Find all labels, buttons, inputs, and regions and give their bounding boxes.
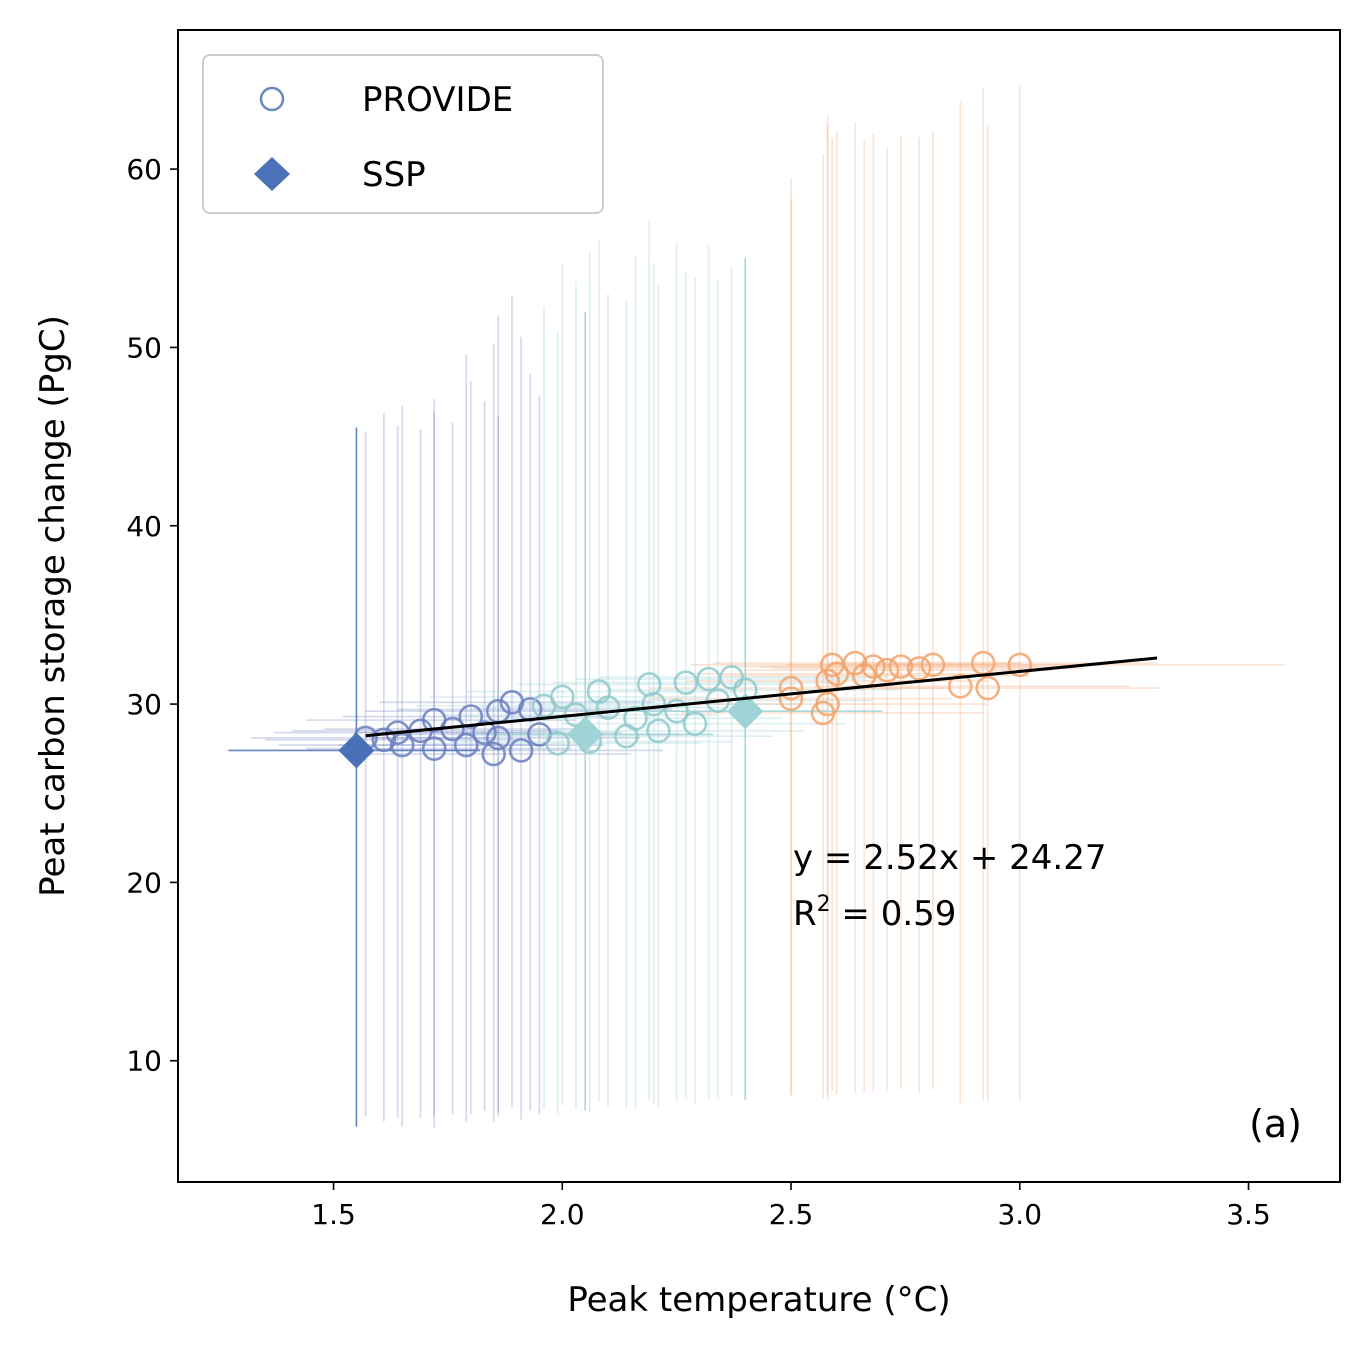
provide-point xyxy=(371,727,397,753)
provide-point xyxy=(673,670,699,695)
regression-equation: y = 2.52x + 24.27 xyxy=(793,838,1107,878)
provide-point xyxy=(646,718,671,744)
x-tick-label: 3.0 xyxy=(997,1198,1042,1231)
provide-point xyxy=(888,654,914,679)
provide-point xyxy=(421,736,447,761)
y-tick-label: 10 xyxy=(126,1045,162,1078)
legend: PROVIDE SSP xyxy=(202,54,604,214)
provide-point xyxy=(824,661,850,687)
provide-point xyxy=(664,698,689,724)
provide-point xyxy=(623,706,648,731)
provide-point xyxy=(815,691,840,717)
legend-box xyxy=(202,54,604,214)
legend-marker-ssp xyxy=(254,157,290,191)
provide-point xyxy=(595,695,621,720)
provide-point xyxy=(947,673,973,699)
error-bars-layer xyxy=(228,85,1286,1129)
y-tick-label: 20 xyxy=(126,866,162,899)
ssp-point xyxy=(567,716,604,753)
provide-point xyxy=(975,675,1001,701)
provide-point xyxy=(508,738,534,763)
provide-point xyxy=(842,650,868,676)
panel-label: (a) xyxy=(1249,1102,1302,1146)
provide-point xyxy=(389,732,415,758)
legend-label-ssp: SSP xyxy=(362,155,426,195)
plot-frame xyxy=(177,29,1341,1183)
x-tick-label: 1.5 xyxy=(311,1198,356,1231)
provide-point xyxy=(549,684,575,710)
y-axis-title: Peat carbon storage change (PgC) xyxy=(33,315,73,897)
provide-point xyxy=(1007,652,1033,678)
regression-line xyxy=(365,656,1158,738)
y-tick-label: 40 xyxy=(126,510,162,543)
provide-point xyxy=(545,731,571,756)
fit-line-layer xyxy=(365,656,1158,738)
y-tick-label: 30 xyxy=(126,688,162,721)
x-axis-title: Peak temperature (°C) xyxy=(567,1280,950,1320)
provide-point xyxy=(778,675,804,701)
y-axis: 10 20 30 40 50 60 xyxy=(126,153,178,1078)
y-tick-label: 50 xyxy=(126,331,162,364)
provide-point xyxy=(641,691,667,717)
provide-point xyxy=(861,654,886,679)
x-tick-label: 2.0 xyxy=(540,1198,585,1231)
legend-label-provide: PROVIDE xyxy=(362,80,513,120)
ssp-point xyxy=(727,693,764,730)
markers-layer xyxy=(338,650,1033,769)
provide-point xyxy=(458,704,484,729)
provide-point xyxy=(778,686,804,712)
provide-point xyxy=(920,652,946,678)
legend-marker-provide xyxy=(259,86,285,112)
provide-point xyxy=(481,741,506,767)
x-axis: 1.5 2.0 2.5 3.0 3.5 xyxy=(311,1182,1271,1231)
provide-point xyxy=(485,725,511,751)
x-tick-label: 3.5 xyxy=(1226,1198,1271,1231)
provide-point xyxy=(719,665,744,690)
provide-point xyxy=(682,711,708,736)
ssp-point xyxy=(338,732,375,769)
provide-point xyxy=(453,732,479,758)
x-tick-label: 2.5 xyxy=(769,1198,814,1231)
y-tick-label: 60 xyxy=(126,153,162,186)
provide-point xyxy=(906,656,932,681)
provide-point xyxy=(874,657,900,683)
provide-point xyxy=(472,720,497,745)
r-squared-label: R2 = 0.59 xyxy=(793,892,956,934)
